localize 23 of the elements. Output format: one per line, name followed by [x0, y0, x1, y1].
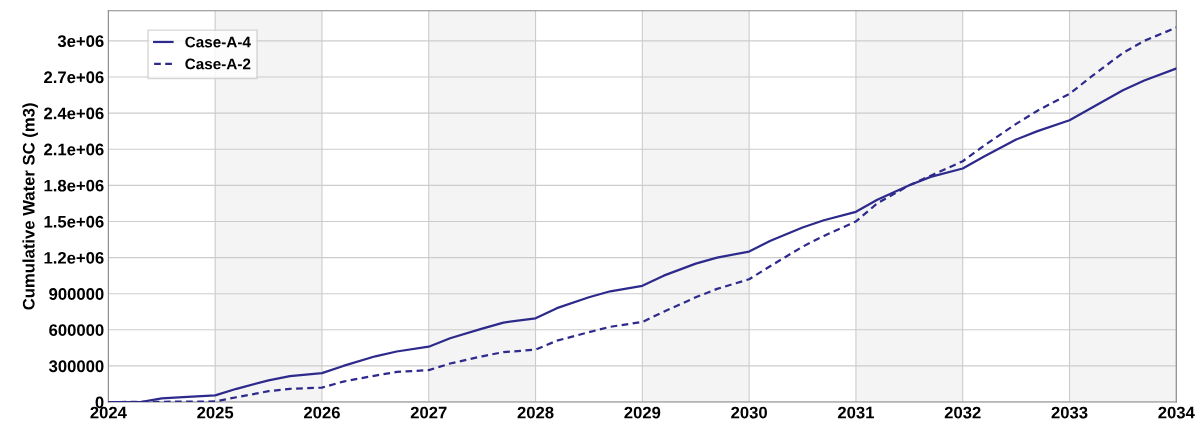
y-tick-label: 3e+06 [57, 35, 104, 48]
y-tick-label: 2.1e+06 [44, 143, 104, 156]
x-tick-label: 2030 [731, 406, 767, 419]
x-tick-label: 2027 [410, 406, 447, 419]
y-tick-label: 1.2e+06 [44, 251, 104, 264]
y-tick-label: 300000 [48, 360, 104, 373]
y-tick-label: 1.5e+06 [44, 215, 104, 228]
x-tick-label: 2034 [1158, 406, 1195, 419]
x-tick-label: 2031 [837, 406, 874, 419]
y-axis-title: Cumulative Water SC (m3) [22, 103, 38, 310]
x-tick-label: 2033 [1051, 406, 1088, 419]
y-tick-label: 900000 [49, 288, 104, 300]
x-tick-label: 2026 [303, 406, 340, 419]
legend-label: Case-A-2 [185, 58, 251, 70]
legend-label: Case-A-4 [185, 36, 251, 48]
x-tick-label: 2025 [197, 406, 234, 419]
x-tick-label: 2029 [624, 406, 661, 419]
x-tick-label: 2028 [517, 406, 554, 419]
y-tick-label: 600000 [49, 324, 104, 337]
y-tick-label: 2.4e+06 [44, 107, 104, 120]
y-tick-label: 1.8e+06 [44, 179, 104, 192]
x-tick-label: 2032 [944, 406, 981, 419]
y-tick-label: 2.7e+06 [44, 71, 104, 84]
